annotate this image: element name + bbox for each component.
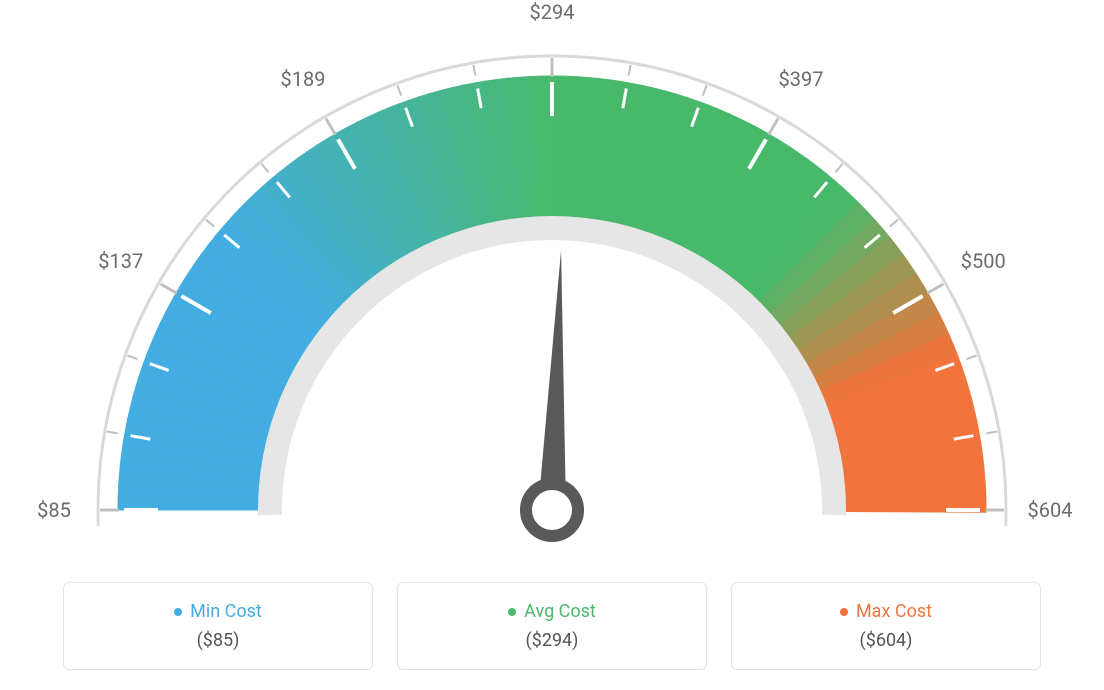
legend-dot-avg <box>508 608 516 616</box>
legend-dot-min <box>174 608 182 616</box>
legend-value-max: ($604) <box>742 630 1030 651</box>
legend-label-min: Min Cost <box>190 601 262 622</box>
legend-card-avg: Avg Cost ($294) <box>397 582 707 671</box>
gauge-svg <box>0 0 1104 560</box>
legend-title-max: Max Cost <box>840 601 932 622</box>
legend-value-avg: ($294) <box>408 630 696 651</box>
legend-title-min: Min Cost <box>174 601 262 622</box>
gauge-tick-label: $397 <box>779 67 824 91</box>
cost-gauge: $85 $137 $189 $294 $397 $500 $604 <box>0 0 1104 560</box>
gauge-needle <box>538 250 566 510</box>
legend-card-max: Max Cost ($604) <box>731 582 1041 671</box>
gauge-tick-label: $294 <box>530 0 575 24</box>
gauge-tick-label: $604 <box>1028 498 1073 522</box>
gauge-tick-label: $189 <box>281 67 326 91</box>
legend-value-min: ($85) <box>74 630 362 651</box>
legend-label-avg: Avg Cost <box>524 601 596 622</box>
legend-label-max: Max Cost <box>856 601 932 622</box>
legend-row: Min Cost ($85) Avg Cost ($294) Max Cost … <box>0 582 1104 671</box>
gauge-tick-label: $500 <box>961 249 1006 273</box>
gauge-tick-label: $85 <box>37 498 71 522</box>
legend-title-avg: Avg Cost <box>508 601 596 622</box>
legend-dot-max <box>840 608 848 616</box>
legend-card-min: Min Cost ($85) <box>63 582 373 671</box>
gauge-tick-label: $137 <box>98 249 143 273</box>
gauge-hub <box>526 484 578 536</box>
